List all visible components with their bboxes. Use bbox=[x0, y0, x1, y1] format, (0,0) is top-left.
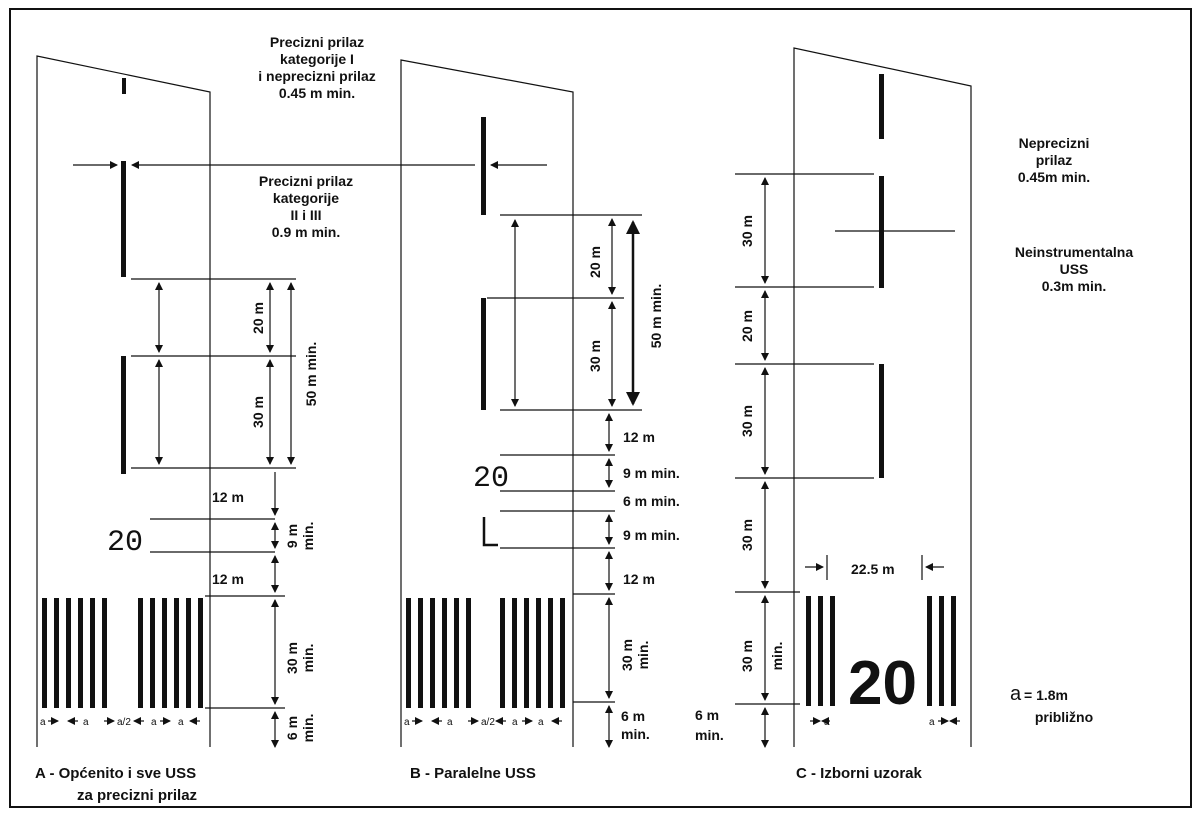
runway-number-a: 20 bbox=[107, 526, 143, 560]
caption-c: C - Izborni uzorak bbox=[796, 765, 922, 782]
threshold-stripes-c bbox=[806, 596, 956, 706]
dim-label: 6 m min. bbox=[623, 493, 680, 509]
precise-cat23-label-4: 0.9 m min. bbox=[272, 224, 340, 240]
centerline-stripe bbox=[481, 298, 486, 410]
precise-cat1-label-3: i neprecizni prilaz bbox=[258, 68, 375, 84]
runway-outline-c bbox=[793, 47, 972, 747]
centerline-stripe bbox=[481, 117, 486, 215]
dim-label: 30 m bbox=[284, 642, 300, 674]
centerline-stripe bbox=[879, 364, 884, 478]
centerline-stripe bbox=[122, 78, 126, 94]
dim-label: 12 m bbox=[623, 429, 655, 445]
centerline-stripe bbox=[879, 74, 884, 139]
width-dim-label: 22.5 m bbox=[851, 561, 895, 577]
dim-label: 9 m bbox=[284, 524, 300, 548]
nonprecise-label-2: prilaz bbox=[1036, 152, 1073, 168]
dim-label: 20 m bbox=[739, 310, 755, 342]
diagram-frame bbox=[9, 8, 1192, 808]
a-symbol: a bbox=[1010, 683, 1022, 705]
dim-label: 30 m bbox=[587, 340, 603, 372]
dim-label: min. bbox=[300, 714, 316, 743]
letter-l bbox=[482, 517, 498, 547]
noninstrument-label-2: USS bbox=[1060, 261, 1089, 277]
precise-cat23-label-3: II i III bbox=[290, 207, 321, 223]
caption-b: B - Paralelne USS bbox=[410, 765, 536, 782]
dim-label: 6 m bbox=[695, 707, 719, 723]
panel-a bbox=[36, 55, 475, 748]
caption-a-line1: A - Općenito i sve USS bbox=[35, 765, 196, 782]
dim-label: 6 m bbox=[284, 716, 300, 740]
dim-label: 12 m bbox=[212, 489, 244, 505]
dim-label: 50 m min. bbox=[303, 342, 319, 407]
dim-label: min. bbox=[769, 642, 785, 671]
spacing-label: a bbox=[824, 717, 830, 728]
dim-label: 12 m bbox=[623, 571, 655, 587]
centerline-stripe bbox=[879, 176, 884, 288]
spacing-label: a bbox=[404, 717, 410, 728]
spacing-label: a bbox=[929, 717, 935, 728]
dim-label: 50 m min. bbox=[648, 284, 664, 349]
dim-label: min. bbox=[621, 726, 650, 742]
dim-label: min. bbox=[300, 522, 316, 551]
dim-label: 6 m bbox=[621, 708, 645, 724]
nonprecise-label-1: Neprecizni bbox=[1019, 135, 1090, 151]
spacing-label: a bbox=[447, 717, 453, 728]
precise-cat1-label-2: kategorije I bbox=[280, 51, 354, 67]
noninstrument-label-3: 0.3m min. bbox=[1042, 278, 1107, 294]
runway-outline-b bbox=[400, 59, 574, 747]
a-note: približno bbox=[1035, 709, 1093, 725]
runway-number-c: 20 bbox=[848, 649, 917, 718]
dim-label: min. bbox=[635, 641, 651, 670]
spacing-label: a bbox=[83, 717, 89, 728]
spacing-label: a bbox=[40, 717, 46, 728]
dim-label: 9 m min. bbox=[623, 465, 680, 481]
dim-label: 30 m bbox=[250, 396, 266, 428]
precise-cat23-label-2: kategorije bbox=[273, 190, 339, 206]
spacing-label: a bbox=[151, 717, 157, 728]
panel-b bbox=[400, 59, 642, 748]
spacing-label: a bbox=[178, 717, 184, 728]
dim-label: 30 m bbox=[739, 215, 755, 247]
dim-label: min. bbox=[300, 644, 316, 673]
dim-label: 12 m bbox=[212, 571, 244, 587]
dim-label: 30 m bbox=[739, 640, 755, 672]
spacing-label: a bbox=[538, 717, 544, 728]
dim-label: 30 m bbox=[739, 405, 755, 437]
dim-label: 20 m bbox=[587, 246, 603, 278]
runway-outline-a bbox=[36, 55, 211, 747]
precise-cat23-label-1: Precizni prilaz bbox=[259, 173, 353, 189]
spacing-label: a bbox=[512, 717, 518, 728]
caption-a-line2: za precizni prilaz bbox=[77, 787, 197, 804]
dim-label: min. bbox=[695, 727, 724, 743]
centerline-stripe bbox=[121, 161, 126, 277]
threshold-stripes-b bbox=[406, 598, 565, 708]
spacing-label: a/2 bbox=[481, 717, 495, 728]
noninstrument-label-1: Neinstrumentalna bbox=[1015, 244, 1133, 260]
dim-label: 30 m bbox=[739, 519, 755, 551]
runway-number-b: 20 bbox=[473, 462, 509, 496]
dim-label: 9 m min. bbox=[623, 527, 680, 543]
threshold-stripes-a bbox=[42, 598, 203, 708]
precise-cat1-label-4: 0.45 m min. bbox=[279, 85, 355, 101]
dim-label: 20 m bbox=[250, 302, 266, 334]
spacing-label: a/2 bbox=[117, 717, 131, 728]
dim-label: 30 m bbox=[619, 639, 635, 671]
panel-c bbox=[735, 47, 972, 748]
nonprecise-label-3: 0.45m min. bbox=[1018, 169, 1090, 185]
precise-cat1-label-1: Precizni prilaz bbox=[270, 34, 364, 50]
centerline-stripe bbox=[121, 356, 126, 474]
a-value: = 1.8m bbox=[1024, 687, 1068, 703]
